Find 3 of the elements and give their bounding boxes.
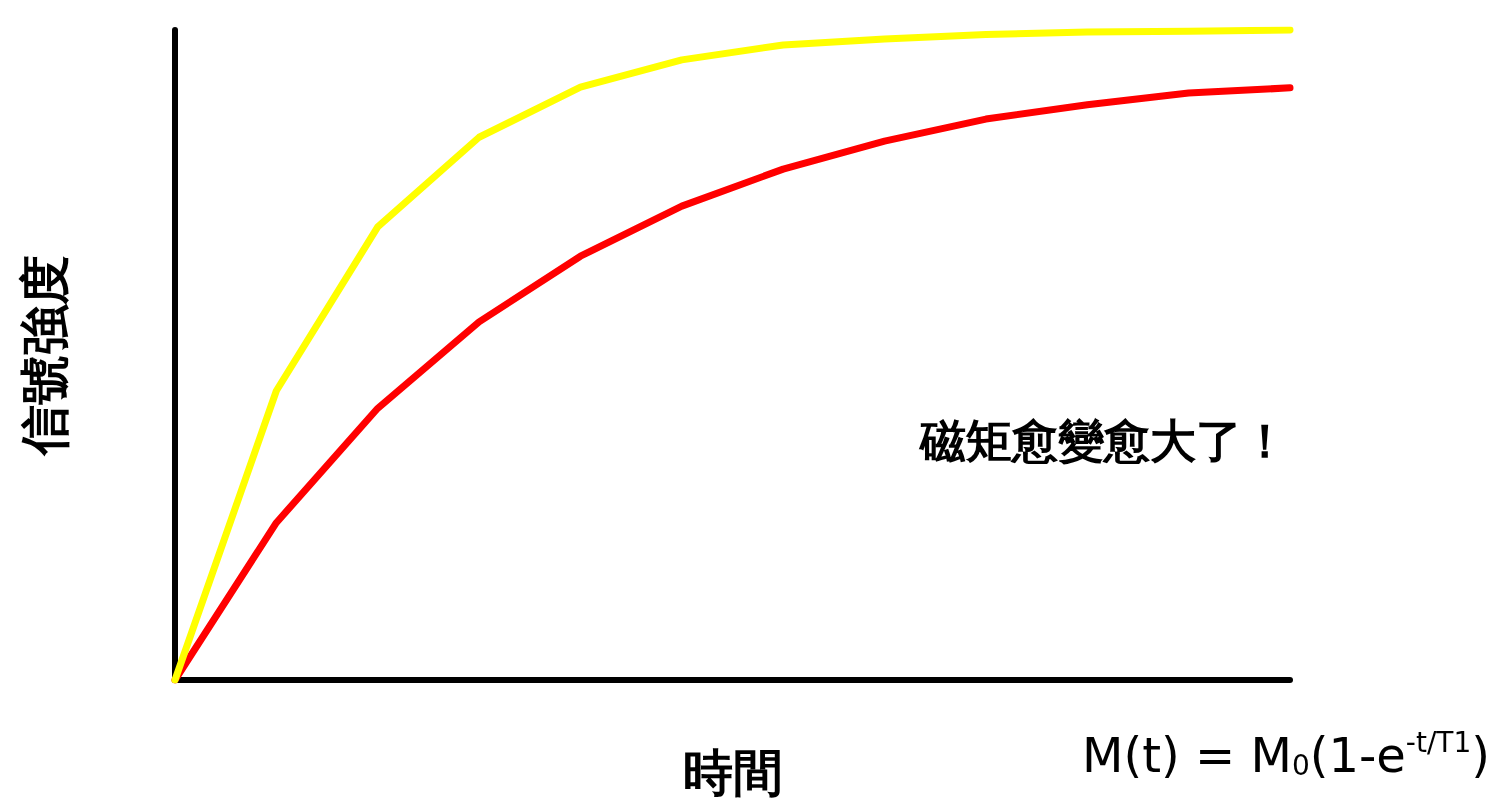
y-axis-title: 信號強度 [16, 255, 74, 457]
x-axis-title: 時間 [682, 744, 783, 802]
annotation: 磁矩愈變愈大了！ [918, 414, 1288, 468]
